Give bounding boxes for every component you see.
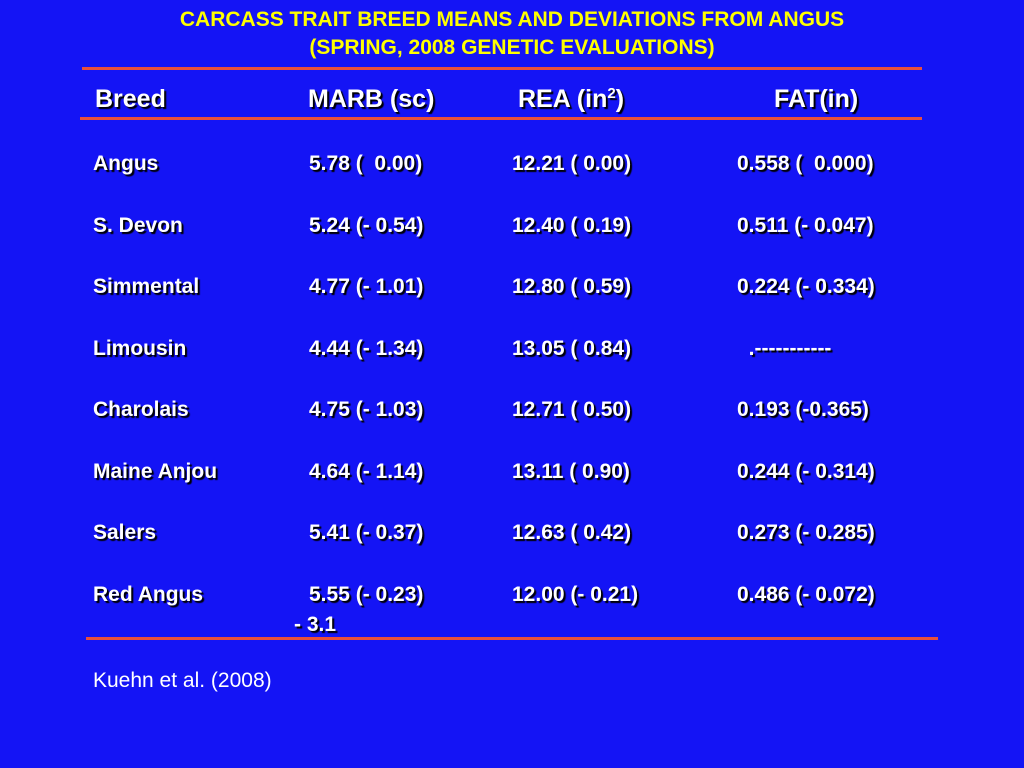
header-rea-superscript: 2: [607, 85, 616, 102]
cell-rea: 12.80 ( 0.59): [512, 275, 632, 298]
cell-breed: Salers: [93, 521, 157, 544]
cell-rea: 12.40 ( 0.19): [512, 214, 632, 237]
header-fat: FAT(in): [774, 85, 859, 113]
cell-fat: 0.193 (-0.365): [737, 398, 869, 421]
cell-breed: Angus: [93, 152, 159, 175]
cell-rea: 13.05 ( 0.84): [512, 337, 632, 360]
title-line-1: CARCASS TRAIT BREED MEANS AND DEVIATIONS…: [179, 8, 845, 31]
cell-breed: Red Angus: [93, 583, 204, 606]
cell-rea: 12.21 ( 0.00): [512, 152, 632, 175]
cell-fat: 0.558 ( 0.000): [737, 152, 874, 175]
cell-marb: 4.75 (- 1.03): [309, 398, 424, 421]
cell-marb: 5.55 (- 0.23): [309, 583, 424, 606]
cell-marb: 4.77 (- 1.01): [309, 275, 424, 298]
cell-rea: 12.71 ( 0.50): [512, 398, 632, 421]
cell-fat: 0.244 (- 0.314): [737, 460, 875, 483]
header-marb: MARB (sc): [308, 85, 435, 113]
citation: Kuehn et al. (2008): [93, 669, 272, 692]
cell-fat: 0.486 (- 0.072): [737, 583, 875, 606]
cell-rea: 12.00 (- 0.21): [512, 583, 639, 606]
cell-fat: 0.224 (- 0.334): [737, 275, 875, 298]
bottom-rule: [86, 637, 938, 640]
cell-marb: 5.24 (- 0.54): [309, 214, 424, 237]
cell-rea: 12.63 ( 0.42): [512, 521, 632, 544]
cell-marb: 5.78 ( 0.00): [309, 152, 423, 175]
cell-breed: Simmental: [93, 275, 200, 298]
header-breed: Breed: [95, 85, 166, 113]
cell-marb: 4.64 (- 1.14): [309, 460, 424, 483]
header-rea-close: ): [615, 85, 625, 113]
cell-breed: Maine Anjou: [93, 460, 218, 483]
header-rea-text: REA (in: [518, 85, 608, 113]
header-rea: REA (in2): [518, 84, 624, 114]
slide-title: CARCASS TRAIT BREED MEANS AND DEVIATIONS…: [0, 6, 1024, 62]
cell-rea: 13.11 ( 0.90): [512, 460, 630, 483]
cell-breed: Charolais: [93, 398, 189, 421]
stray-note: - 3.1: [294, 613, 337, 636]
cell-marb: 4.44 (- 1.34): [309, 337, 424, 360]
cell-breed: Limousin: [93, 337, 187, 360]
cell-marb: 5.41 (- 0.37): [309, 521, 424, 544]
cell-fat: 0.273 (- 0.285): [737, 521, 875, 544]
top-rule: [82, 67, 922, 70]
header-rule: [80, 117, 922, 120]
cell-fat: .-----------: [737, 337, 832, 360]
cell-fat: 0.511 (- 0.047): [737, 214, 874, 237]
cell-breed: S. Devon: [93, 214, 183, 237]
title-line-2: (SPRING, 2008 GENETIC EVALUATIONS): [309, 36, 715, 59]
